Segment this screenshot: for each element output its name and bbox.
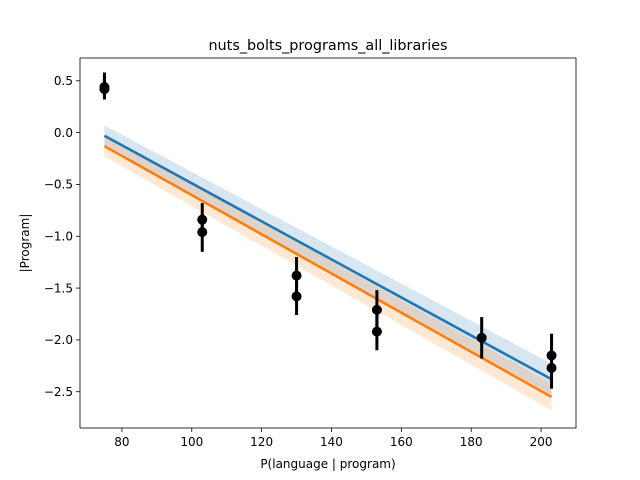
data-point bbox=[546, 362, 557, 373]
data-point bbox=[291, 291, 302, 302]
y-tick-label: 0.0 bbox=[54, 126, 73, 140]
data-point bbox=[371, 326, 382, 337]
y-tick-label: −2.5 bbox=[44, 385, 73, 399]
plot-area bbox=[99, 72, 557, 411]
chart-title: nuts_bolts_programs_all_libraries bbox=[208, 38, 447, 54]
data-point bbox=[99, 84, 110, 95]
y-axis-ticks: 0.5 0.0 −0.5 −1.0 −1.5 −2.0 −2.5 bbox=[44, 74, 80, 399]
x-tick-label: 200 bbox=[530, 435, 553, 449]
y-tick-label: −1.0 bbox=[44, 230, 73, 244]
x-axis-label: P(language | program) bbox=[260, 457, 395, 471]
x-tick-label: 80 bbox=[114, 435, 129, 449]
regression-line-2 bbox=[103, 144, 553, 399]
confidence-band-1 bbox=[104, 125, 552, 395]
x-tick-label: 160 bbox=[390, 435, 413, 449]
data-point bbox=[371, 304, 382, 315]
data-point bbox=[291, 270, 302, 281]
confidence-band-2 bbox=[104, 135, 552, 411]
y-tick-label: −2.0 bbox=[44, 333, 73, 347]
axes-frame bbox=[79, 57, 577, 429]
x-tick-label: 180 bbox=[460, 435, 483, 449]
y-tick-label: −0.5 bbox=[44, 178, 73, 192]
y-tick-label: 0.5 bbox=[54, 74, 73, 88]
y-axis-label: |Program| bbox=[18, 214, 32, 273]
y-tick-label: −1.5 bbox=[44, 281, 73, 295]
x-axis-ticks: 80 100 120 140 160 180 200 bbox=[114, 428, 553, 449]
x-tick-label: 140 bbox=[320, 435, 343, 449]
data-point bbox=[476, 332, 487, 343]
x-tick-label: 100 bbox=[180, 435, 203, 449]
data-point bbox=[197, 227, 208, 238]
x-tick-label: 120 bbox=[250, 435, 273, 449]
